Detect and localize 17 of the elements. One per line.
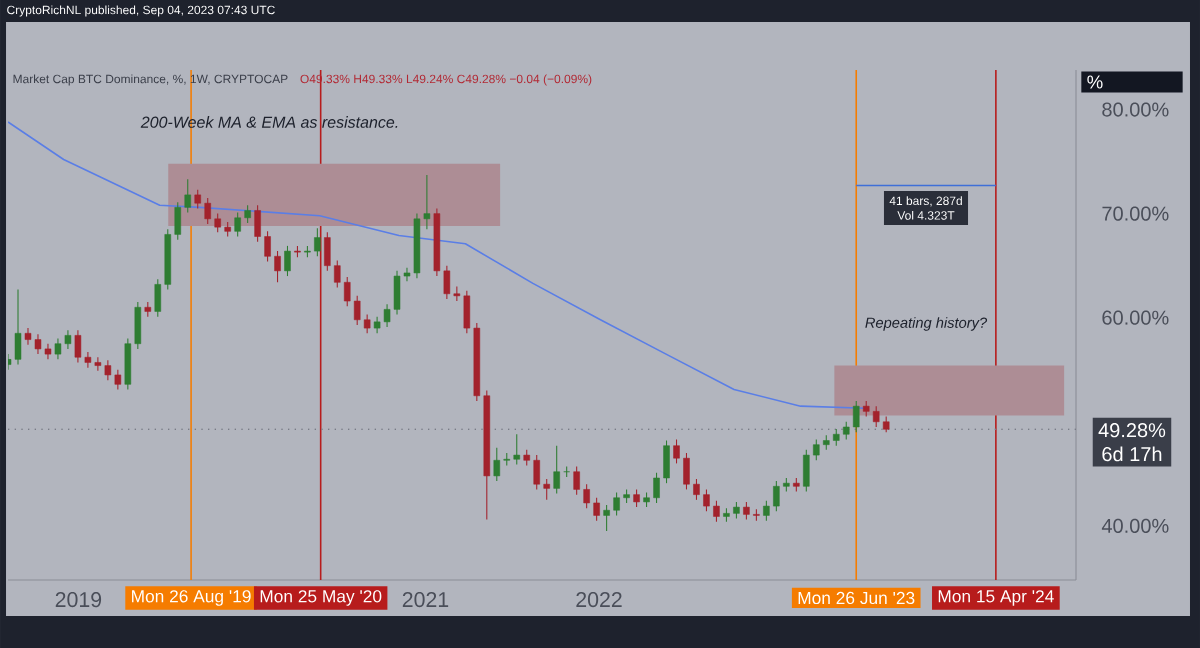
x-tick-label: 2019 — [55, 592, 102, 608]
y-tick-label: 80.00% — [1102, 102, 1169, 117]
candlestick — [553, 445, 560, 495]
text: 6d 17h — [1102, 446, 1162, 462]
y-tick-label: 40.00% — [1101, 518, 1169, 533]
x-tick-label: 2022 — [576, 592, 622, 608]
y-tick-label: 70.00% — [1102, 206, 1169, 221]
ref-line-label: Mon 26 Jun '23 — [798, 591, 915, 605]
y-axis-title: % — [1087, 75, 1103, 89]
ref-line-label: Mon 25 May '20 — [260, 590, 382, 606]
ref-line-label: Mon 26 Aug '19 — [132, 590, 251, 606]
ref-line-label: Mon 15 Apr '24 — [938, 590, 1054, 606]
x-tick-label: 2021 — [402, 592, 449, 608]
ref-line-label: 49.28% — [1098, 423, 1166, 438]
candlestick — [14, 289, 22, 366]
y-tick-label: 60.00% — [1102, 310, 1169, 325]
candlestick — [284, 245, 291, 277]
